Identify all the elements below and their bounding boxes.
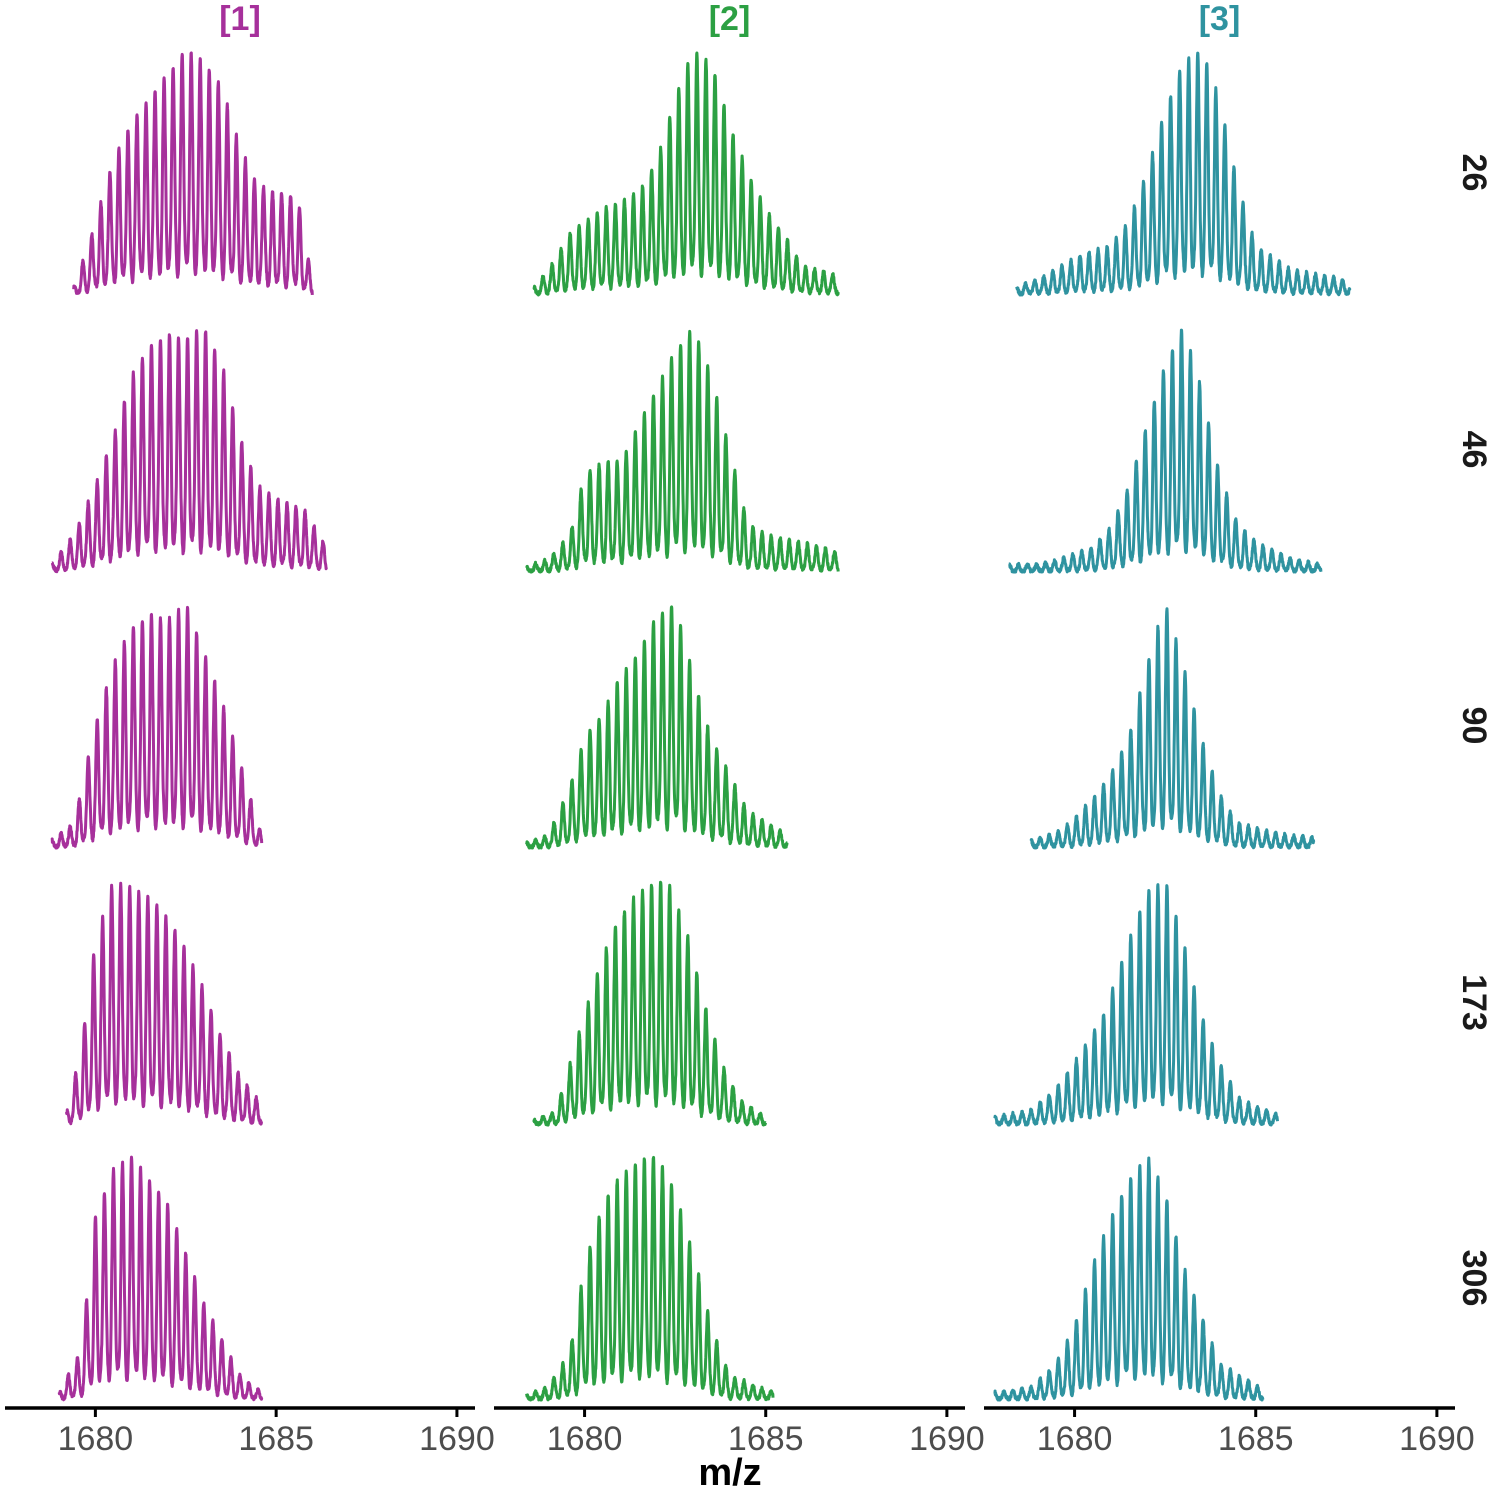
spectrum-col3-row-26 xyxy=(1015,51,1352,297)
column-title-1: [1] xyxy=(219,0,261,38)
x-tick-label: 1680 xyxy=(547,1420,623,1458)
x-tick-label: 1685 xyxy=(238,1420,314,1458)
spectrum-col2-row-46 xyxy=(525,329,840,574)
spectrum-col3-row-90 xyxy=(1029,607,1316,850)
row-label-46: 46 xyxy=(1455,431,1493,469)
spectra-panels xyxy=(50,51,1352,1402)
x-tick-label: 1685 xyxy=(728,1420,804,1458)
spectrum-col3-row-46 xyxy=(1008,328,1323,574)
spectrum-col2-row-90 xyxy=(525,605,789,850)
spectrum-col1-row-173 xyxy=(65,881,263,1126)
spectrum-col1-row-46 xyxy=(50,329,329,574)
row-label-306: 306 xyxy=(1455,1250,1493,1307)
row-labels: 26 46 90 173 306 xyxy=(1455,154,1493,1307)
spectrum-col1-row-90 xyxy=(50,605,264,850)
x-tick-label: 1685 xyxy=(1218,1420,1294,1458)
spectrum-col1-row-306 xyxy=(57,1155,264,1402)
row-label-26: 26 xyxy=(1455,154,1493,192)
x-tick-label: 1680 xyxy=(58,1420,134,1458)
spectrum-col2-row-306 xyxy=(525,1155,775,1402)
column-titles: [1] [2] [3] xyxy=(219,0,1240,38)
row-label-90: 90 xyxy=(1455,707,1493,745)
column-title-2: [2] xyxy=(709,0,751,38)
spectrum-col2-row-26 xyxy=(532,51,840,297)
row-label-173: 173 xyxy=(1455,974,1493,1031)
column-title-3: [3] xyxy=(1199,0,1241,38)
spectrum-col2-row-173 xyxy=(532,880,767,1127)
x-tick-label: 1690 xyxy=(419,1420,495,1458)
spectrum-col1-row-26 xyxy=(72,51,314,295)
x-axes: 1680 1685 1690 1680 1685 1690 1680 1685 1690 xyxy=(5,1406,1475,1458)
spectrum-col3-row-173 xyxy=(993,883,1279,1127)
x-tick-label: 1690 xyxy=(909,1420,985,1458)
x-tick-label: 1690 xyxy=(1399,1420,1475,1458)
x-tick-label: 1680 xyxy=(1037,1420,1113,1458)
spectrum-col3-row-306 xyxy=(993,1156,1265,1402)
x-axis-title: m/z xyxy=(698,1452,761,1494)
